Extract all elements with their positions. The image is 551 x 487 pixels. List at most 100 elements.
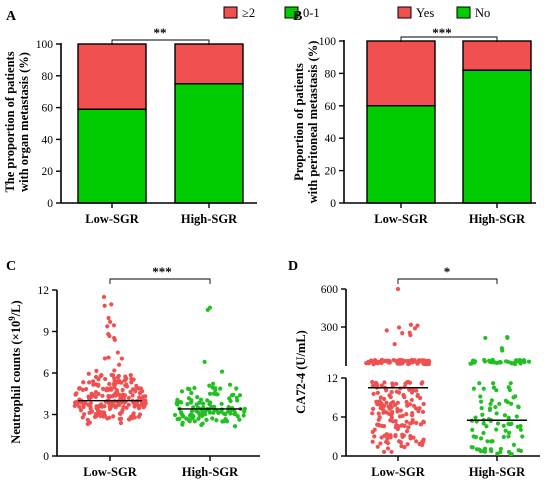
data-point-high-sgr xyxy=(214,418,219,423)
data-point-low-sgr xyxy=(393,434,398,439)
data-point-high-sgr xyxy=(210,416,215,421)
legend-label-0-1: 0-1 xyxy=(303,6,320,20)
data-point-low-sgr xyxy=(404,380,410,385)
panel-d-plot: 0 6 12 300 600 Low-SGR High-SGR xyxy=(321,278,540,479)
panel-label-b: B xyxy=(293,9,302,24)
data-point-low-sgr xyxy=(392,342,397,347)
x-tick-label: Low-SGR xyxy=(371,465,425,479)
data-point-low-sgr xyxy=(102,356,108,361)
legend-label-no: No xyxy=(475,6,490,20)
data-point-low-sgr xyxy=(381,423,387,429)
data-point-low-sgr xyxy=(421,420,426,425)
data-point-low-sgr xyxy=(411,435,416,440)
data-point-high-sgr xyxy=(234,386,239,391)
data-point-low-sgr xyxy=(376,359,381,364)
data-point-low-sgr xyxy=(385,358,390,363)
data-point-low-sgr xyxy=(400,423,405,428)
data-point-high-sgr xyxy=(502,413,508,418)
data-point-low-sgr xyxy=(107,415,112,420)
data-point-high-sgr xyxy=(489,398,494,403)
data-point-low-sgr xyxy=(89,391,94,396)
y-tick-label: 0 xyxy=(332,451,338,463)
data-point-high-sgr xyxy=(205,398,210,403)
panel-a-legend: ≥2 0-1 xyxy=(223,6,320,20)
data-point-low-sgr xyxy=(404,429,410,434)
data-point-low-sgr xyxy=(384,388,389,393)
data-point-high-sgr xyxy=(226,405,231,410)
data-point-low-sgr xyxy=(129,376,134,381)
data-point-low-sgr xyxy=(93,382,98,387)
panel-b-legend: Yes No xyxy=(397,6,490,20)
data-point-low-sgr xyxy=(420,442,425,448)
data-point-low-sgr xyxy=(389,449,394,455)
data-point-low-sgr xyxy=(116,380,121,385)
panel-label-c: C xyxy=(6,259,16,274)
data-point-high-sgr xyxy=(185,401,190,407)
x-tick-label: Low-SGR xyxy=(83,465,137,479)
data-point-low-sgr xyxy=(126,395,131,401)
data-point-low-sgr xyxy=(420,439,425,444)
data-point-high-sgr xyxy=(207,383,212,388)
data-point-high-sgr xyxy=(242,409,247,414)
data-point-high-sgr xyxy=(241,413,246,418)
data-point-high-sgr xyxy=(483,335,488,341)
data-point-low-sgr xyxy=(111,323,117,328)
data-point-high-sgr xyxy=(223,417,228,422)
y-tick-label: 100 xyxy=(319,36,337,48)
data-point-low-sgr xyxy=(128,389,133,394)
data-point-high-sgr xyxy=(516,404,521,409)
data-point-high-sgr xyxy=(188,412,193,417)
data-point-high-sgr xyxy=(189,398,194,403)
data-point-high-sgr xyxy=(469,445,474,450)
data-point-low-sgr xyxy=(410,417,415,423)
data-point-high-sgr xyxy=(231,392,236,397)
data-point-high-sgr xyxy=(468,361,473,366)
legend-swatch-0-1 xyxy=(284,6,299,19)
data-point-high-sgr xyxy=(211,410,216,415)
legend-swatch-yes xyxy=(397,6,412,19)
data-point-high-sgr xyxy=(509,360,514,366)
data-point-low-sgr xyxy=(136,406,142,411)
data-point-low-sgr xyxy=(115,375,121,380)
data-point-high-sgr xyxy=(493,404,498,410)
data-point-low-sgr xyxy=(111,403,117,408)
data-point-low-sgr xyxy=(396,390,402,395)
data-point-low-sgr xyxy=(413,406,419,411)
data-point-high-sgr xyxy=(219,401,224,406)
data-point-high-sgr xyxy=(500,348,505,353)
data-point-low-sgr xyxy=(118,420,124,426)
data-point-low-sgr xyxy=(370,411,375,416)
data-point-high-sgr xyxy=(192,385,197,391)
data-point-low-sgr xyxy=(84,386,89,392)
data-point-low-sgr xyxy=(404,399,409,405)
data-point-high-sgr xyxy=(508,451,513,457)
data-point-low-sgr xyxy=(96,408,101,414)
data-point-low-sgr xyxy=(417,406,422,411)
x-tick-label: High-SGR xyxy=(469,212,526,226)
data-point-high-sgr xyxy=(487,407,492,413)
data-point-low-sgr xyxy=(407,387,412,392)
panel-b-significance: *** xyxy=(432,25,452,40)
data-point-low-sgr xyxy=(124,384,130,389)
panel-label-a: A xyxy=(6,9,17,24)
data-point-low-sgr xyxy=(110,373,116,378)
panel-d-significance: * xyxy=(444,264,451,279)
data-point-low-sgr xyxy=(407,359,412,364)
panel-c-ylabel: Neutrophil counts (×109/L) xyxy=(7,300,23,443)
data-point-high-sgr xyxy=(497,401,502,406)
data-point-high-sgr xyxy=(478,394,483,399)
data-point-low-sgr xyxy=(82,400,88,405)
y-tick-label: 12 xyxy=(38,285,50,297)
data-point-high-sgr xyxy=(195,395,200,400)
data-point-high-sgr xyxy=(237,417,242,422)
data-point-low-sgr xyxy=(389,415,394,420)
data-point-low-sgr xyxy=(108,387,113,392)
panel-c-ylabel-pre: Neutrophil counts (×10 xyxy=(9,321,23,444)
y-tick-label: 80 xyxy=(42,71,54,83)
data-point-high-sgr xyxy=(194,408,199,414)
data-point-low-sgr xyxy=(80,387,85,392)
data-point-low-sgr xyxy=(426,359,431,364)
y-tick-label: 60 xyxy=(325,101,337,113)
data-point-low-sgr xyxy=(375,390,380,395)
panel-b-ylabel-1: Proportion of patients xyxy=(292,63,306,181)
